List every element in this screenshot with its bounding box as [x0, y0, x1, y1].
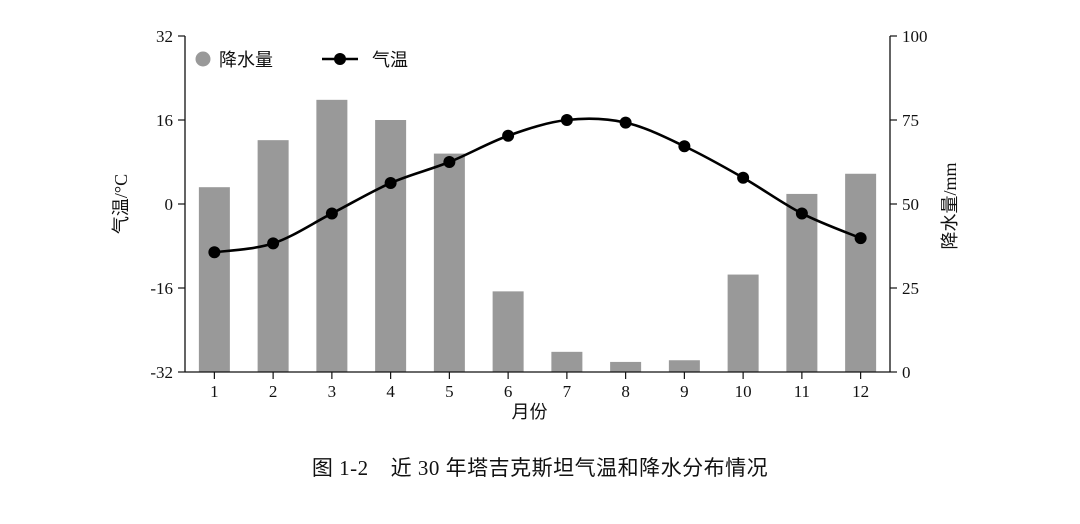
- right-tick-label: 25: [902, 279, 919, 298]
- precip-bar: [845, 173, 877, 372]
- temperature-point: [854, 232, 867, 245]
- temperature-line: [214, 117, 862, 254]
- x-tick-label: 3: [328, 382, 337, 401]
- x-tick-label: 7: [563, 382, 572, 401]
- temperature-point: [619, 116, 632, 129]
- left-tick-label: 16: [156, 111, 173, 130]
- precip-bar: [375, 120, 407, 372]
- precip-bar: [492, 291, 524, 372]
- legend-precip-label: 降水量: [219, 50, 273, 70]
- right-tick-label: 0: [902, 363, 911, 382]
- figure-title: 近 30 年塔吉克斯坦气温和降水分布情况: [390, 456, 769, 480]
- precip-bar: [433, 153, 465, 372]
- chart-area: -32 -16 0 16 32 0 25 50 75 100 1 2 3 4 5 6 7 8 9 10 11 12 月份 气温…: [111, 27, 960, 422]
- x-tick-label: 12: [852, 382, 869, 401]
- temperature-point: [678, 140, 691, 153]
- x-tick-label: 8: [621, 382, 630, 401]
- precip-bar: [316, 99, 348, 372]
- temperature-point: [267, 237, 280, 250]
- x-tick-label: 11: [794, 382, 810, 401]
- precip-bar: [610, 361, 642, 372]
- temperature-point: [208, 246, 221, 259]
- legend-temp-label: 气温: [372, 50, 408, 70]
- temperature-point: [795, 207, 808, 220]
- left-tick-label: 0: [165, 195, 174, 214]
- x-tick-label: 10: [735, 382, 752, 401]
- temperature-point: [325, 207, 338, 220]
- x-tick-label: 2: [269, 382, 278, 401]
- temperature-point: [443, 156, 456, 168]
- legend-precip-marker: [195, 51, 211, 67]
- figure-caption: 图 1-2 近 30 年塔吉克斯坦气温和降水分布情况: [0, 452, 1080, 482]
- precip-bar: [551, 351, 583, 372]
- x-tick-label: 1: [210, 382, 219, 401]
- precip-bar: [198, 187, 230, 372]
- x-tick-label: 9: [680, 382, 689, 401]
- right-tick-label: 75: [902, 111, 919, 130]
- x-tick-label: 4: [386, 382, 395, 401]
- temperature-point: [502, 129, 515, 142]
- x-tick-label: 5: [445, 382, 454, 401]
- legend-temp-marker: [334, 53, 346, 65]
- temperature-point: [384, 177, 397, 189]
- left-tick-label: -32: [150, 363, 173, 382]
- left-tick-label: 32: [156, 27, 173, 46]
- left-axis-title: 气温/°C: [111, 174, 131, 234]
- precip-bar: [257, 140, 289, 372]
- temperature-point: [737, 171, 750, 184]
- precip-bar: [786, 193, 818, 372]
- left-tick-label: -16: [150, 279, 173, 298]
- right-axis-title: 降水量/mm: [940, 162, 960, 249]
- x-tick-label: 6: [504, 382, 513, 401]
- right-tick-label: 100: [902, 27, 928, 46]
- right-tick-label: 50: [902, 195, 919, 214]
- figure-number: 图 1-2: [311, 456, 369, 480]
- precip-bar: [727, 274, 759, 372]
- temperature-point: [560, 114, 573, 126]
- precip-bar: [668, 360, 700, 372]
- x-axis-title: 月份: [512, 402, 548, 422]
